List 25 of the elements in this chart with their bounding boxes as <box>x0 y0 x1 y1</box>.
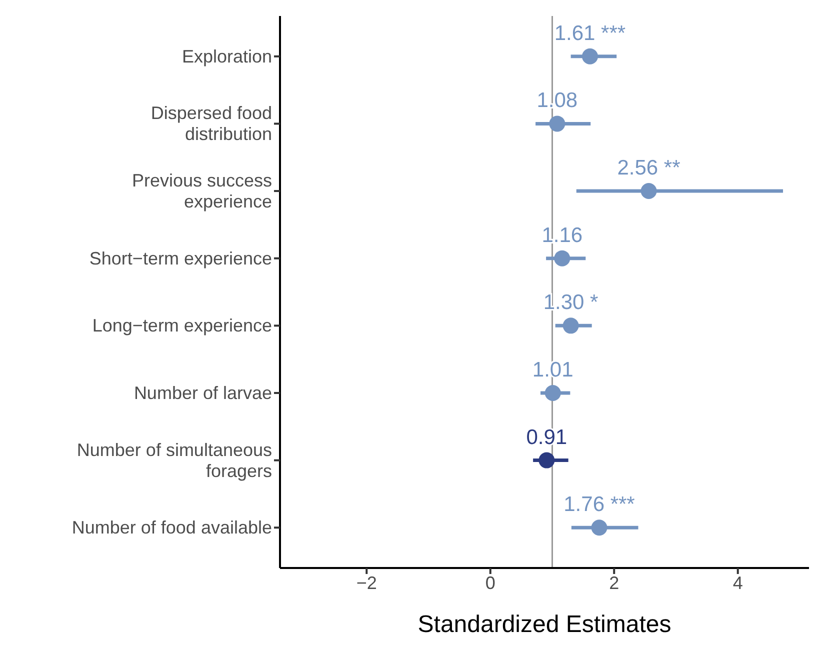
y-tick-label: Short−term experience <box>89 248 272 268</box>
x-tick-label: 2 <box>609 572 620 593</box>
y-tick-label: Number of food available <box>72 518 272 538</box>
x-axis-title: Standardized Estimates <box>418 611 672 638</box>
point <box>640 183 657 200</box>
point <box>538 452 555 468</box>
point <box>544 384 561 401</box>
y-tick-label: Number of simultaneous foragers <box>76 440 272 481</box>
data-label: 1.61 *** <box>554 22 626 45</box>
y-tick-label: Dispersed food distribution <box>150 103 272 144</box>
x-tick-label: −2 <box>356 572 377 593</box>
y-tick-label: Long−term experience <box>92 316 272 336</box>
data-label: 2.56 ** <box>617 156 680 180</box>
x-tick-label: 4 <box>732 572 743 593</box>
point <box>549 116 566 132</box>
point <box>591 520 608 536</box>
data-label: 0.91 <box>526 426 568 449</box>
y-tick-label: Exploration <box>182 46 272 66</box>
point <box>582 48 598 64</box>
x-tick-label: 0 <box>485 572 496 593</box>
data-label: 1.76 *** <box>564 493 635 516</box>
point <box>554 250 570 266</box>
y-tick-label: Number of larvae <box>134 382 272 403</box>
point <box>562 318 579 334</box>
y-tick-label: Previous success experience <box>132 170 272 212</box>
